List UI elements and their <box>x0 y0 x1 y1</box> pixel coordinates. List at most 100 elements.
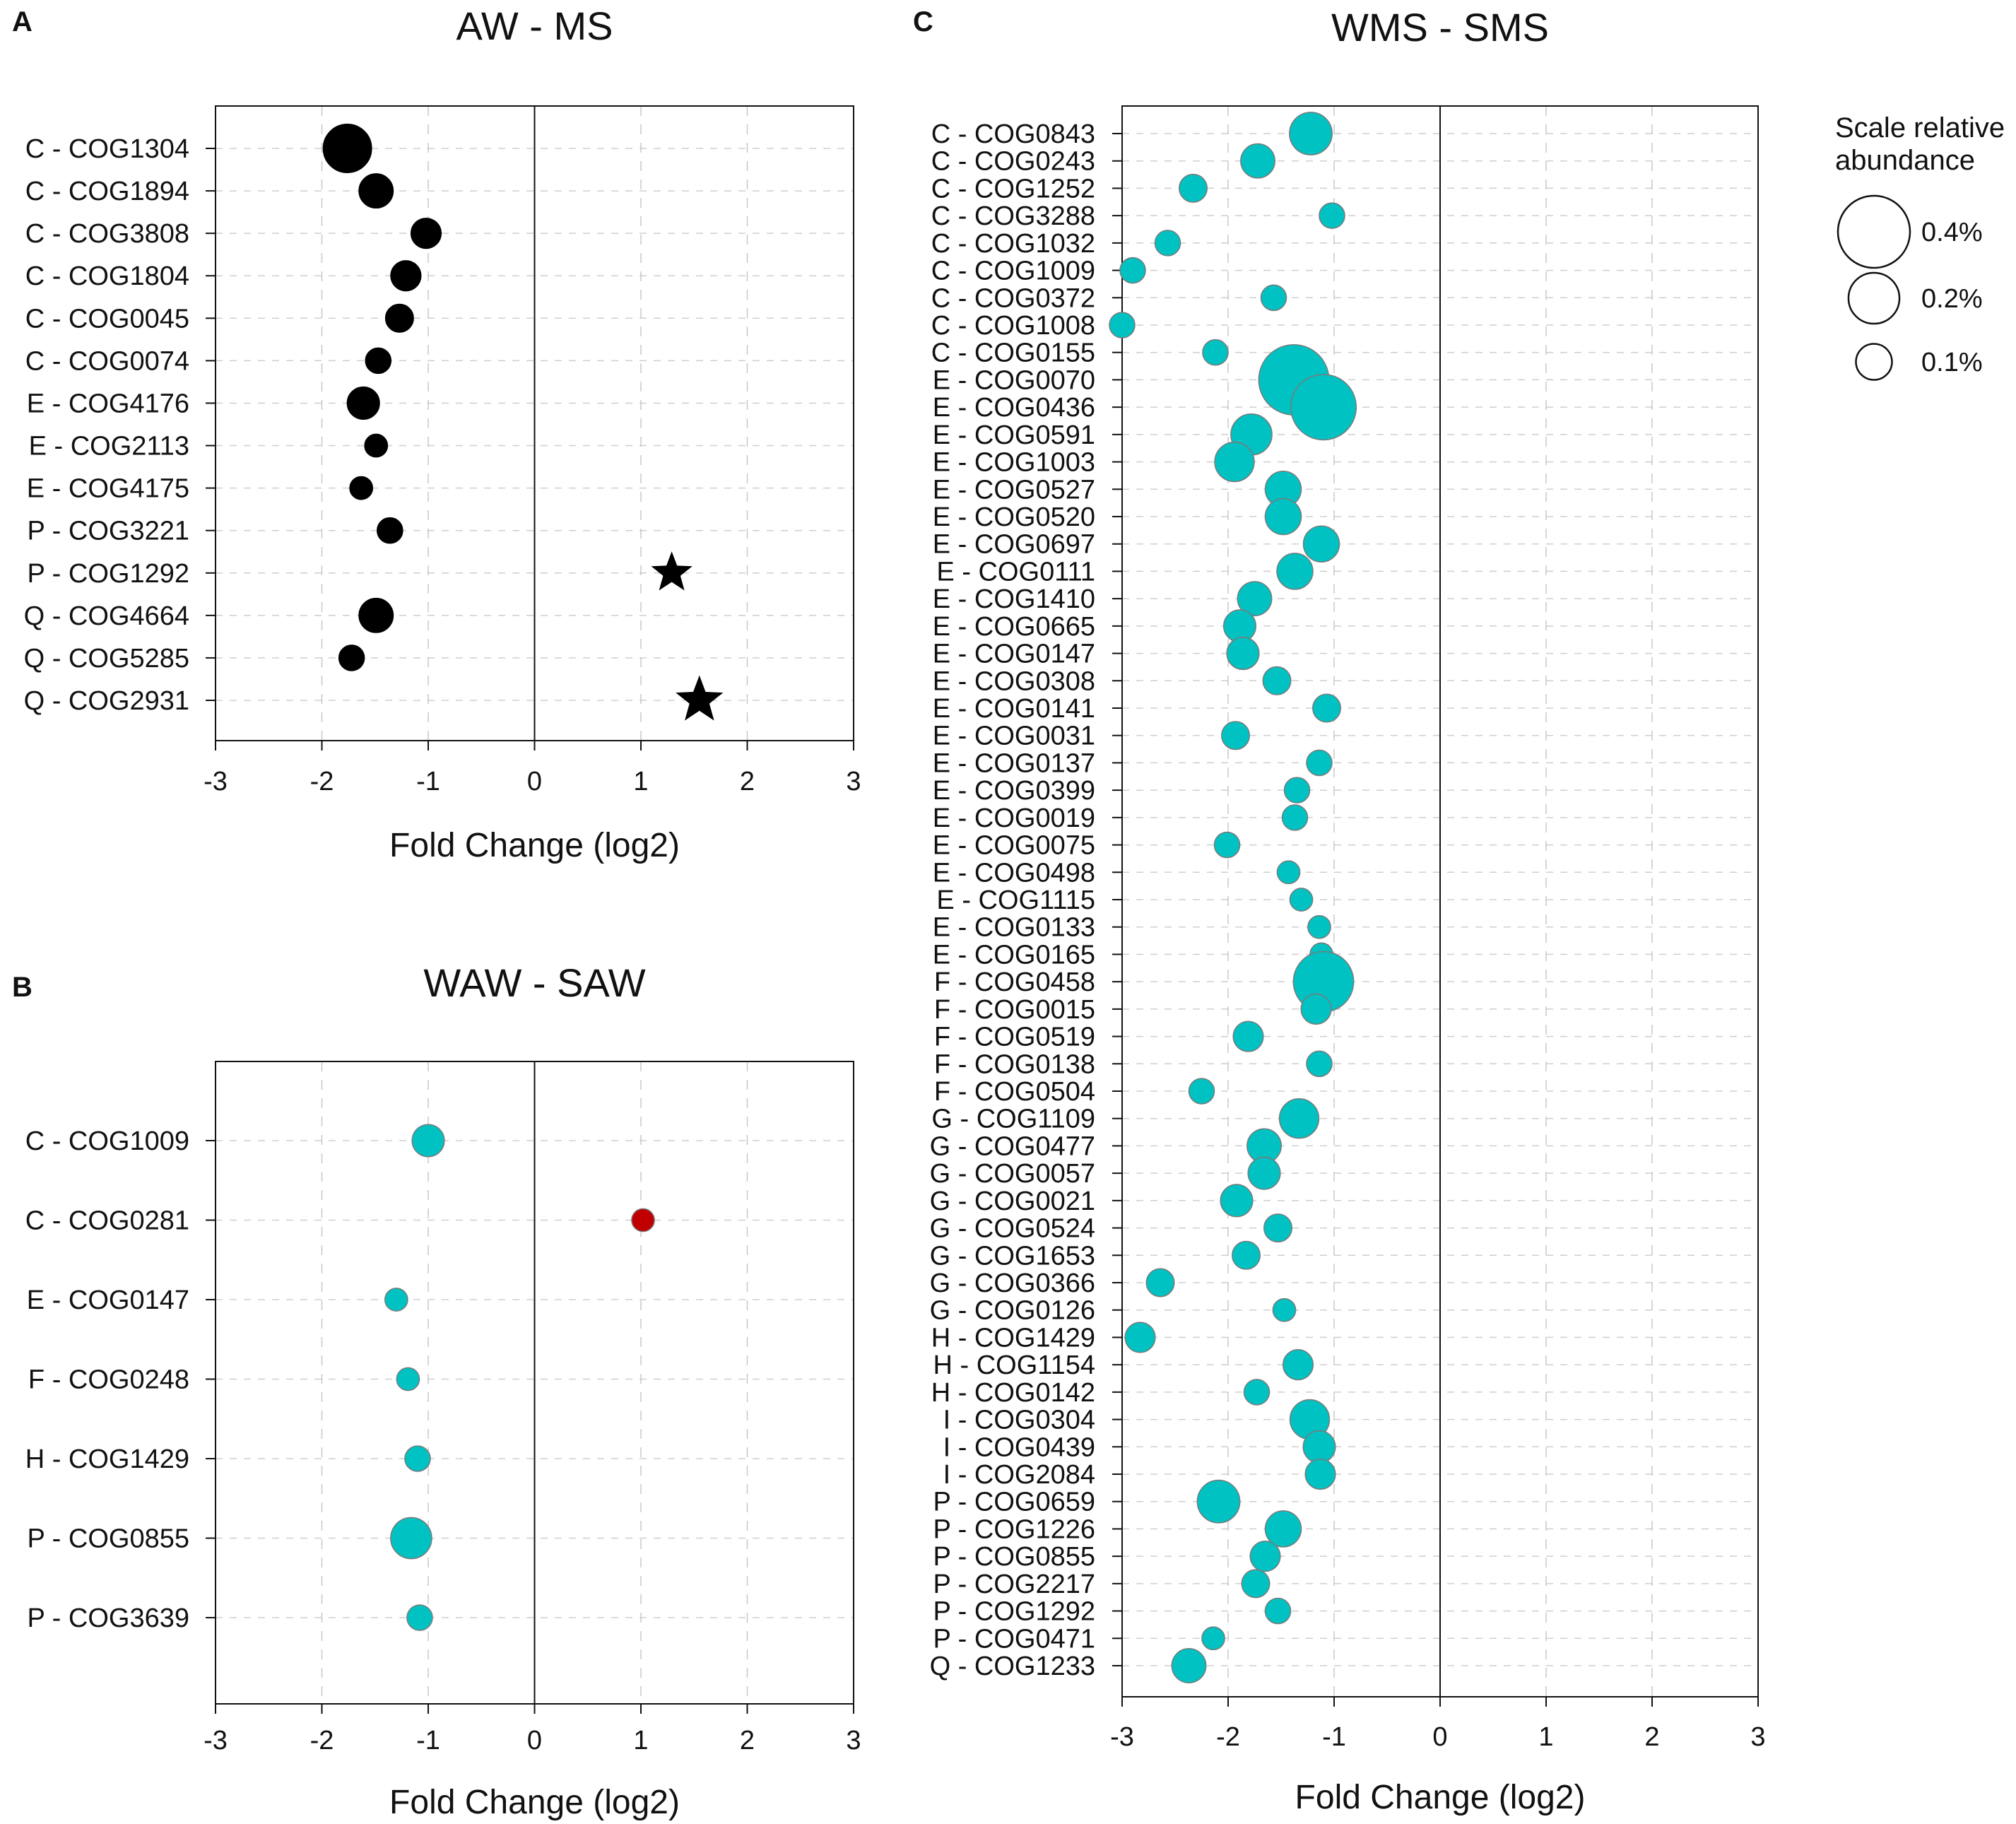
x-tick-label: 2 <box>1644 1722 1659 1752</box>
bubble-marker <box>358 173 394 209</box>
category-label: F - COG0504 <box>934 1077 1095 1107</box>
x-tick-label: -3 <box>204 767 228 796</box>
bubble-marker <box>1237 581 1273 617</box>
bubble-marker <box>1201 1626 1225 1651</box>
panel-c: C WMS - SMS -3 -2 -1 0 1 2 3 Fold Change (log2) C … <box>913 5 1766 1816</box>
bubble-marker <box>1307 914 1331 939</box>
category-label: F - COG0519 <box>934 1023 1095 1052</box>
category-label: E - COG0075 <box>933 831 1095 861</box>
category-label: I - COG0304 <box>943 1406 1095 1435</box>
star-marker <box>651 551 692 591</box>
bubble-marker <box>338 645 365 671</box>
bubble-marker <box>1282 1349 1314 1381</box>
bubble-marker <box>1289 112 1333 155</box>
category-label: C - COG0155 <box>931 339 1095 368</box>
category-label: H - COG1429 <box>931 1323 1095 1353</box>
x-tick-label: -1 <box>1322 1722 1346 1752</box>
bubble-marker <box>1264 1597 1292 1625</box>
bubble-marker <box>1289 888 1314 912</box>
panel-letter: A <box>12 6 33 37</box>
category-label: I - COG0439 <box>943 1432 1095 1462</box>
panel-b: B WAW - SAW -3 -2 -1 0 1 2 3 Fold Change (log2) C … <box>12 960 861 1821</box>
bubble-marker <box>1243 1379 1271 1406</box>
category-label: G - COG0021 <box>930 1187 1095 1216</box>
legend: Scale relative abundance 0.4% 0.2% 0.1% <box>1835 112 2005 381</box>
legend-circle <box>1837 194 1911 269</box>
bubble-marker <box>346 386 380 420</box>
category-label: E - COG0019 <box>933 804 1095 833</box>
category-label: C - COG0074 <box>25 346 189 376</box>
bubble-marker <box>1226 637 1260 671</box>
bubble-marker <box>1220 721 1251 751</box>
bubble-marker <box>410 218 442 249</box>
category-label: G - COG1109 <box>931 1105 1095 1134</box>
category-label: E - COG0527 <box>933 475 1095 505</box>
category-label: P - COG3221 <box>27 517 189 546</box>
bubble-marker <box>1231 1240 1261 1270</box>
category-label: C - COG0243 <box>931 147 1095 177</box>
bubble-marker <box>1306 749 1333 777</box>
x-tick-label: 2 <box>740 1726 755 1755</box>
bubble-marker <box>1272 1298 1297 1322</box>
bubble-marker <box>1302 1430 1336 1464</box>
bubble-marker <box>1276 553 1314 590</box>
category-label: E - COG0133 <box>933 913 1095 943</box>
bubble-marker <box>1247 1156 1281 1190</box>
category-label: E - COG0399 <box>933 776 1095 806</box>
bubble-marker <box>1145 1268 1175 1298</box>
category-label: H - COG1154 <box>933 1351 1095 1380</box>
x-tick-label: 3 <box>1750 1722 1765 1752</box>
category-label: H - COG0142 <box>931 1378 1095 1408</box>
x-tick-label: -1 <box>416 1726 440 1755</box>
category-label: Q - COG4664 <box>24 601 189 631</box>
category-label: C - COG1009 <box>931 257 1095 286</box>
category-label: C - COG3808 <box>25 219 189 249</box>
legend-title-line-2: abundance <box>1835 145 1975 176</box>
legend-label: 0.1% <box>1921 348 1983 377</box>
category-label: E - COG0665 <box>933 612 1095 642</box>
star-marker <box>676 675 724 721</box>
category-label: C - COG1804 <box>25 261 189 291</box>
bubble-marker <box>1178 173 1208 203</box>
bubble-marker <box>1188 1078 1215 1105</box>
bubble-marker <box>1311 693 1342 723</box>
category-label: G - COG0057 <box>930 1159 1095 1189</box>
bubble-marker <box>1264 1510 1302 1548</box>
category-label: G - COG0477 <box>930 1131 1095 1161</box>
category-label: E - COG2113 <box>29 432 189 461</box>
bubble-marker <box>1124 1322 1156 1353</box>
bubble-marker <box>1249 1541 1281 1572</box>
legend-circle <box>1847 271 1901 325</box>
bubble-marker <box>1319 202 1345 229</box>
category-label: E - COG0520 <box>933 502 1095 532</box>
bubble-marker <box>1232 1020 1264 1052</box>
bubble-marker <box>631 1208 655 1232</box>
bubble-marker <box>411 1124 445 1158</box>
x-tick-label: -3 <box>204 1726 228 1755</box>
bubble-marker <box>384 303 414 333</box>
x-tick-label: -2 <box>310 767 334 796</box>
bubble-marker <box>406 1604 433 1631</box>
category-label: E - COG0165 <box>933 940 1095 970</box>
category-label: P - COG0855 <box>27 1524 189 1554</box>
x-tick-label: -2 <box>1216 1722 1240 1752</box>
category-label: E - COG0147 <box>27 1285 189 1315</box>
bubble-marker <box>377 517 403 544</box>
category-label: E - COG0697 <box>933 530 1095 560</box>
category-label: E - COG0591 <box>933 420 1095 450</box>
bubble-marker <box>349 476 374 500</box>
legend-title-line-1: Scale relative <box>1835 112 2005 143</box>
category-label: H - COG1429 <box>25 1445 189 1474</box>
category-label: E - COG0498 <box>933 858 1095 888</box>
bubble-marker <box>364 433 389 458</box>
x-tick-label: -2 <box>310 1726 334 1755</box>
category-label: G - COG0524 <box>930 1214 1095 1244</box>
category-label: G - COG0126 <box>930 1296 1095 1326</box>
bubble-marker <box>390 260 422 292</box>
bubble-marker <box>1306 1050 1333 1078</box>
category-label: Q - COG2931 <box>24 686 189 716</box>
category-label: F - COG0248 <box>28 1365 189 1395</box>
x-axis-label: Fold Change (log2) <box>389 827 680 864</box>
x-tick-label: -1 <box>416 767 440 796</box>
panel-a: A AW - MS -3 -2 -1 0 1 2 3 Fold Change (log2) C - … <box>12 4 861 864</box>
